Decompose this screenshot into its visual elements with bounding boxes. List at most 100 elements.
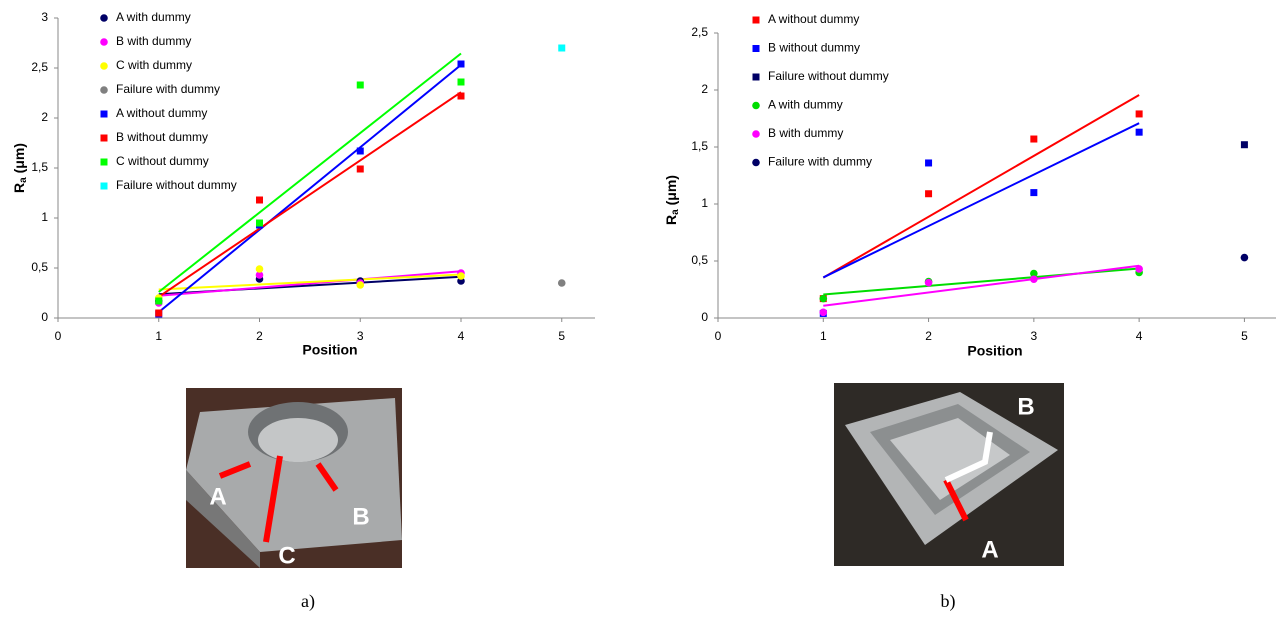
x-axis-label: Position <box>302 342 357 358</box>
x-axis-label: Position <box>967 343 1022 359</box>
y-tick-label: 0,5 <box>31 260 48 274</box>
x-tick-label: 3 <box>1031 329 1038 343</box>
point <box>357 148 364 155</box>
legend-label: A without dummy <box>768 12 859 26</box>
y-axis-label: Ra (μm) <box>663 175 681 225</box>
x-tick-label: 1 <box>820 329 827 343</box>
x-tick-label: 2 <box>256 329 263 343</box>
photo-label: A <box>981 536 998 563</box>
point <box>458 61 465 68</box>
point <box>357 166 364 173</box>
caption: b) <box>941 591 956 612</box>
point <box>457 272 465 280</box>
legend-marker <box>753 17 760 24</box>
legend-label: C with dummy <box>116 58 192 72</box>
point <box>1241 254 1249 262</box>
x-tick-label: 5 <box>1241 329 1248 343</box>
legend-label: C without dummy <box>116 154 209 168</box>
legend-label: A without dummy <box>116 106 207 120</box>
y-tick-label: 2 <box>701 82 708 96</box>
legend-label: A with dummy <box>768 98 843 112</box>
caption: a) <box>301 591 315 612</box>
y-axis-label: Ra (μm) <box>11 143 29 193</box>
trend-line <box>823 123 1139 277</box>
trend-line <box>159 92 461 297</box>
point <box>458 93 465 100</box>
legend-marker <box>100 38 108 46</box>
photo-label: B <box>352 503 369 530</box>
legend-label: Failure without dummy <box>116 178 237 192</box>
legend-marker <box>752 130 760 138</box>
point <box>1241 141 1248 148</box>
point <box>256 220 263 227</box>
y-tick-label: 3 <box>41 10 48 24</box>
legend-marker <box>753 74 760 81</box>
point <box>925 190 932 197</box>
y-tick-label: 0 <box>41 310 48 324</box>
point <box>256 265 264 273</box>
legend-label: Failure with dummy <box>768 155 872 169</box>
x-tick-label: 2 <box>925 329 932 343</box>
point <box>1030 136 1037 143</box>
point <box>1135 265 1143 273</box>
point <box>256 197 263 204</box>
legend-marker <box>100 86 108 94</box>
legend-marker <box>100 62 108 70</box>
legend-label: Failure without dummy <box>768 69 889 83</box>
y-tick-label: 2 <box>41 110 48 124</box>
legend-marker <box>101 111 108 118</box>
legend-marker <box>753 45 760 52</box>
y-tick-label: 0 <box>701 310 708 324</box>
photo-label: B <box>1017 393 1034 420</box>
point <box>1136 110 1143 117</box>
legend-marker <box>101 159 108 166</box>
point <box>925 279 933 287</box>
point <box>819 309 827 317</box>
y-tick-label: 2,5 <box>691 25 708 39</box>
legend-label: Failure with dummy <box>116 82 220 96</box>
legend-label: B without dummy <box>116 130 208 144</box>
trend-line <box>823 95 1139 278</box>
point <box>558 279 566 287</box>
point <box>357 82 364 89</box>
x-tick-label: 0 <box>55 329 62 343</box>
point <box>458 79 465 86</box>
point <box>819 295 827 303</box>
x-tick-label: 1 <box>155 329 162 343</box>
y-axis-label-part: (μm) <box>663 175 679 209</box>
point <box>155 298 162 305</box>
legend-label: B without dummy <box>768 41 860 55</box>
legend-label: B with dummy <box>116 34 191 48</box>
photo-label: A <box>209 483 226 510</box>
point <box>1136 129 1143 136</box>
legend-label: B with dummy <box>768 126 843 140</box>
x-tick-label: 0 <box>715 329 722 343</box>
x-tick-label: 4 <box>1136 329 1143 343</box>
y-axis-label-part: R <box>663 215 679 225</box>
y-axis-label-part: (μm) <box>11 143 27 177</box>
point <box>1030 275 1038 283</box>
x-tick-label: 5 <box>558 329 565 343</box>
photo-label: C <box>278 542 295 569</box>
legend-marker <box>752 102 760 110</box>
y-tick-label: 1 <box>701 196 708 210</box>
point <box>1030 189 1037 196</box>
point <box>356 281 364 289</box>
legend-label: A with dummy <box>116 10 191 24</box>
y-tick-label: 1 <box>41 210 48 224</box>
point <box>925 159 932 166</box>
point <box>155 310 162 317</box>
y-tick-label: 1,5 <box>31 160 48 174</box>
y-tick-label: 1,5 <box>691 139 708 153</box>
legend-marker <box>101 183 108 190</box>
figure: 0 0,5 1 1,5 2 2,5 3 0 1 2 3 4 5 Position Ra (μm) A with… <box>0 0 1279 618</box>
x-tick-label: 4 <box>458 329 465 343</box>
photo-a <box>186 388 402 568</box>
trend-line <box>823 266 1139 306</box>
y-tick-label: 0,5 <box>691 253 708 267</box>
y-tick-label: 2,5 <box>31 60 48 74</box>
x-tick-label: 3 <box>357 329 364 343</box>
legend-marker <box>100 14 108 22</box>
legend-marker <box>101 135 108 142</box>
trend-line <box>159 275 461 290</box>
